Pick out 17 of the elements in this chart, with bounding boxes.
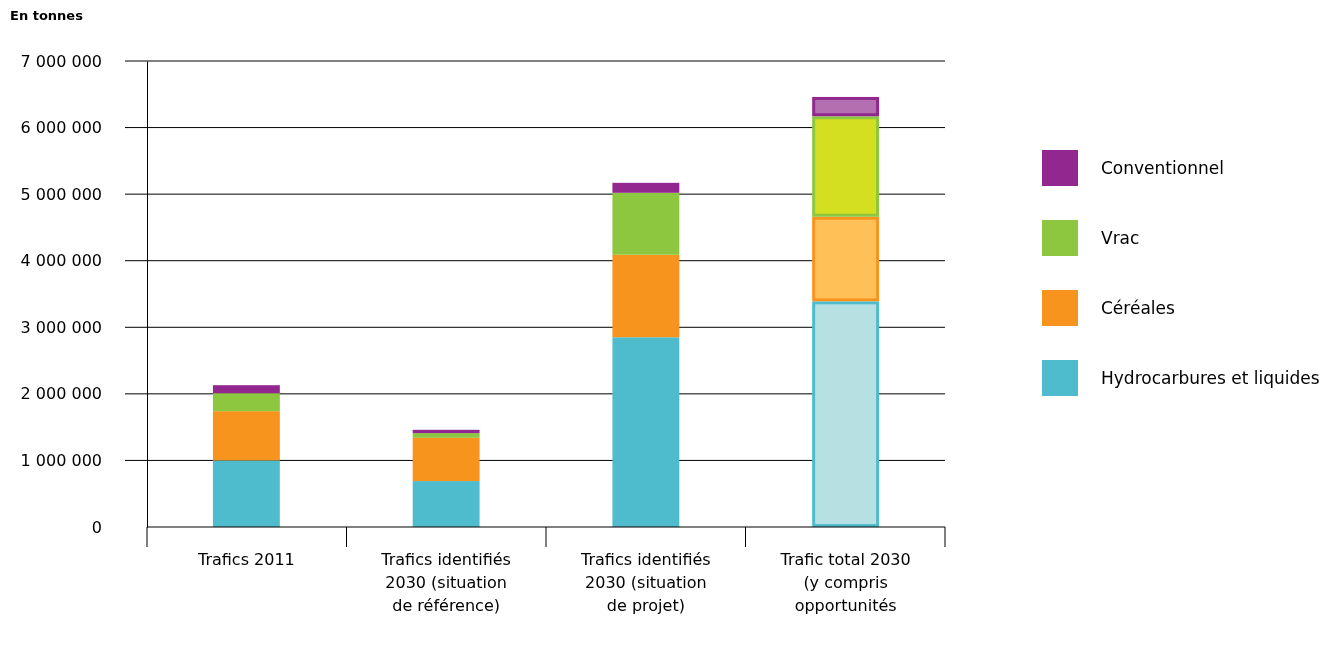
y-tick-label: 1 000 000 [20,451,102,471]
x-tick-label: Trafic total 2030 (y compris opportunités [779,550,911,615]
y-tick-label: 0 [91,517,102,537]
y-axis-title: En tonnes [10,8,84,23]
legend-label: Vrac [1101,228,1140,248]
y-tick-label: 6 000 000 [20,118,102,138]
y-tick-label: 5 000 000 [20,184,102,204]
y-tick-label: 3 000 000 [20,317,102,337]
legend-label: Conventionnel [1101,158,1224,178]
x-tick-label: Trafics 2011 [196,550,295,569]
legend-label: Céréales [1101,298,1175,318]
y-tick-label: 2 000 000 [20,384,102,404]
x-tick-label: Trafics identifiés 2030 (situation de projet) [580,550,711,615]
legend-label: Hydrocarbures et liquides [1101,368,1320,388]
x-tick-label: Trafics identifiés 2030 (situation de référence) [380,550,511,615]
y-tick-label: 4 000 000 [20,251,102,271]
y-tick-label: 7 000 000 [20,51,102,71]
